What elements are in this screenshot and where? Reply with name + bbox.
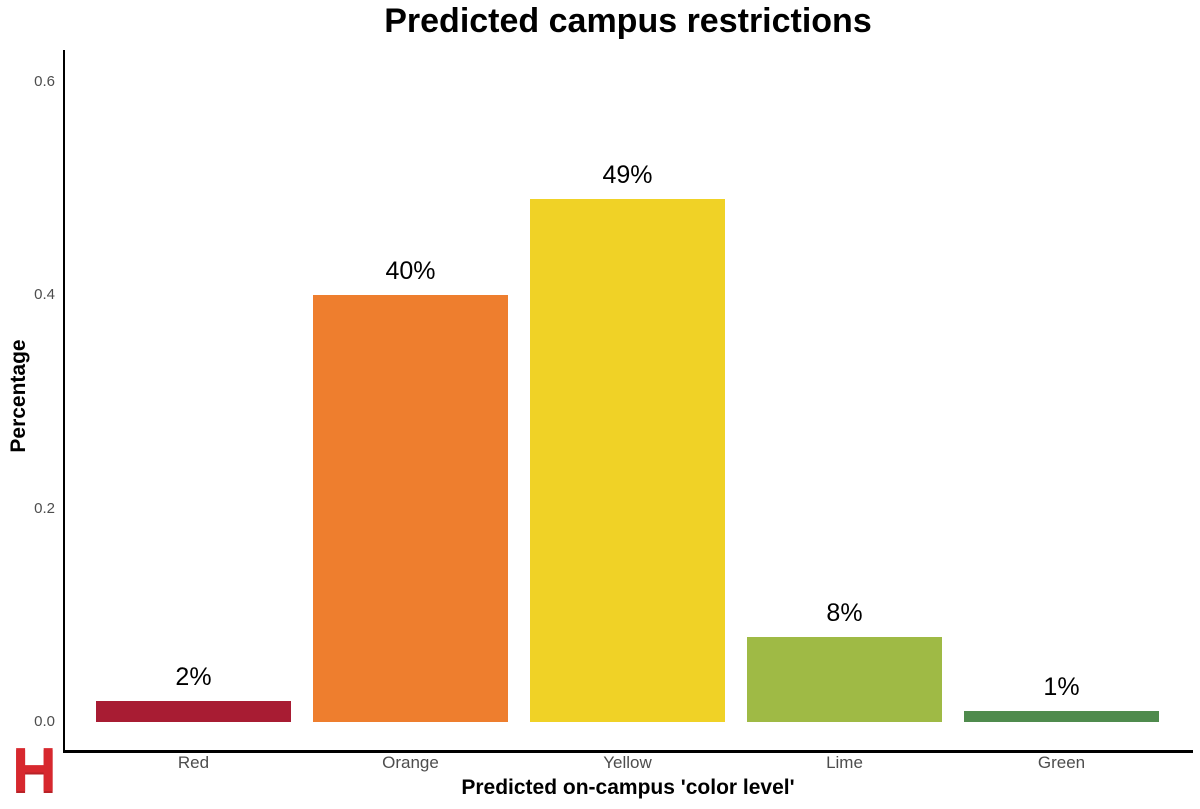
x-tick-label: Green [1037,753,1086,772]
x-axis-title: Predicted on-campus 'color level' [461,776,795,799]
bar-red [96,700,291,722]
chart-title: Predicted campus restrictions [384,2,872,40]
y-tick-label: 0.4 [34,286,55,304]
bar-value-label: 40% [385,257,436,286]
bar-value-label: 1% [1043,673,1080,702]
bar-orange [313,295,508,722]
x-tick-label: Yellow [603,753,652,772]
crimson-h-logo: H [12,736,57,805]
bar-value-label: 49% [602,161,653,190]
y-tick-label: 0.0 [34,713,55,730]
bar-value-label: 2% [175,662,212,691]
bar-green [964,711,1159,722]
x-tick-label: Orange [382,753,439,772]
y-tick-label: 0.6 [34,73,55,90]
y-tick-label: 0.2 [34,499,55,517]
y-axis-title: Percentage [7,339,30,453]
bar-lime [747,636,942,722]
bar-yellow [530,199,725,722]
x-tick-label: Lime [826,753,863,772]
x-axis-line [63,750,1193,753]
bar-value-label: 8% [826,598,863,627]
y-axis-line [63,50,65,753]
x-tick-label: Red [177,753,210,772]
